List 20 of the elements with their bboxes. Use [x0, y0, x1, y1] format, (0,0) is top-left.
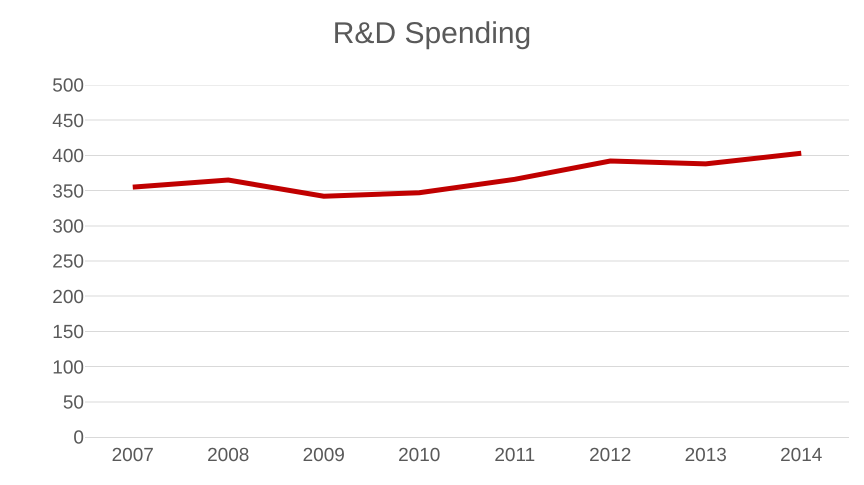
x-tick-label: 2007 [112, 444, 154, 466]
x-tick-label: 2011 [494, 444, 536, 466]
y-tick-label: 250 [52, 252, 84, 273]
x-tick-label: 2014 [780, 444, 823, 466]
y-tick-label: 400 [52, 146, 84, 168]
y-tick-label: 100 [52, 357, 84, 378]
y-tick-label: 500 [52, 76, 84, 97]
x-tick-label: 2012 [589, 444, 632, 466]
x-tick-label: 2009 [302, 444, 345, 466]
chart-title: R&D Spending [332, 16, 532, 50]
y-tick-label: 50 [62, 392, 84, 414]
y-tick-label: 200 [52, 286, 84, 308]
y-tick-label: 350 [52, 181, 84, 202]
y-tick-label: 300 [52, 216, 84, 238]
y-tick-label: 0 [73, 428, 84, 449]
y-tick-label: 450 [52, 110, 84, 132]
x-tick-label: 2008 [207, 444, 250, 466]
y-tick-label: 150 [52, 322, 84, 344]
x-tick-label: 2013 [684, 444, 727, 466]
x-tick-label: 2010 [398, 444, 440, 466]
